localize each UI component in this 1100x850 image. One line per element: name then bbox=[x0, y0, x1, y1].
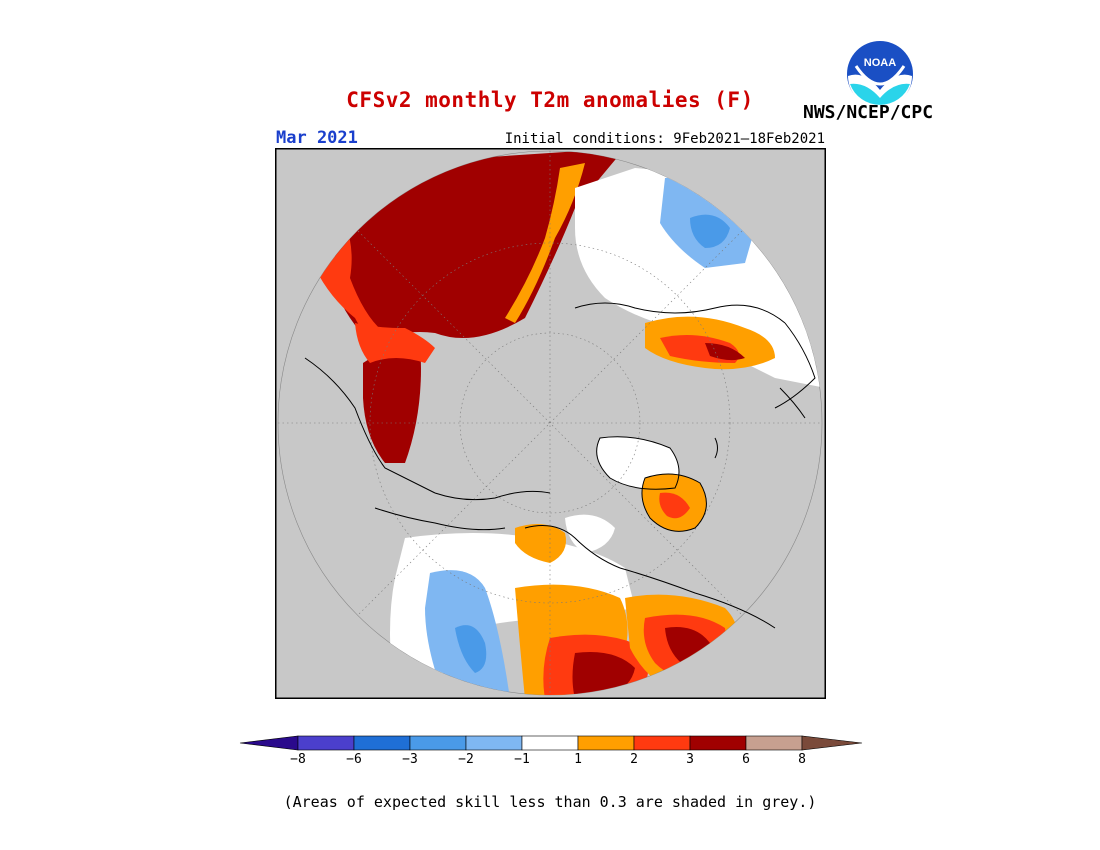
archipelago-white bbox=[565, 514, 615, 553]
legend-tick-label: −2 bbox=[458, 752, 474, 767]
alaska-mid-blue bbox=[455, 625, 487, 673]
siberia-anomaly-dark-red bbox=[363, 343, 421, 463]
legend-bin-6 bbox=[577, 735, 635, 751]
legend-tick-label: −3 bbox=[402, 752, 418, 767]
siberia-anomaly-red bbox=[355, 323, 435, 363]
legend-bin-10 bbox=[801, 735, 863, 751]
legend-bin-2 bbox=[353, 735, 411, 751]
skill-footnote: (Areas of expected skill less than 0.3 a… bbox=[283, 793, 817, 811]
legend-colorbar bbox=[239, 735, 863, 751]
archipelago-orange bbox=[515, 524, 566, 563]
legend-tick-label: −6 bbox=[346, 752, 362, 767]
legend-tick-label: −8 bbox=[290, 752, 306, 767]
legend-bin-4 bbox=[465, 735, 523, 751]
greenland-red bbox=[659, 492, 690, 519]
east-asia-mid-blue bbox=[690, 214, 730, 248]
coastlines bbox=[304, 302, 816, 629]
map-frame bbox=[275, 148, 826, 699]
legend-bin-8 bbox=[689, 735, 747, 751]
legend-tick-label: 6 bbox=[742, 752, 750, 767]
noaa-logo-icon: NOAA bbox=[847, 41, 913, 108]
legend-tick-label: 3 bbox=[686, 752, 694, 767]
legend-tick-label: 2 bbox=[630, 752, 638, 767]
europe-anomaly-dark-red bbox=[705, 343, 745, 361]
legend-tick-label: 8 bbox=[798, 752, 806, 767]
map-title: CFSv2 monthly T2m anomalies (F) bbox=[346, 88, 754, 112]
legend-tick-label: 1 bbox=[574, 752, 582, 767]
legend-bin-1 bbox=[297, 735, 355, 751]
noaa-logo-text: NOAA bbox=[864, 57, 896, 69]
initial-conditions: Initial conditions: 9Feb2021–18Feb2021 bbox=[504, 131, 825, 147]
legend-bin-3 bbox=[409, 735, 467, 751]
agency-label: NWS/NCEP/CPC bbox=[803, 102, 934, 123]
legend-bin-0 bbox=[239, 735, 299, 751]
eurasia-anomaly-dark-red bbox=[335, 151, 625, 348]
legend-bin-5 bbox=[521, 735, 579, 751]
graticule bbox=[278, 151, 822, 695]
legend-bin-7 bbox=[633, 735, 691, 751]
legend-bin-9 bbox=[745, 735, 803, 751]
forecast-month: Mar 2021 bbox=[276, 128, 358, 148]
legend-tick-label: −1 bbox=[514, 752, 530, 767]
anomaly-map bbox=[275, 148, 826, 699]
